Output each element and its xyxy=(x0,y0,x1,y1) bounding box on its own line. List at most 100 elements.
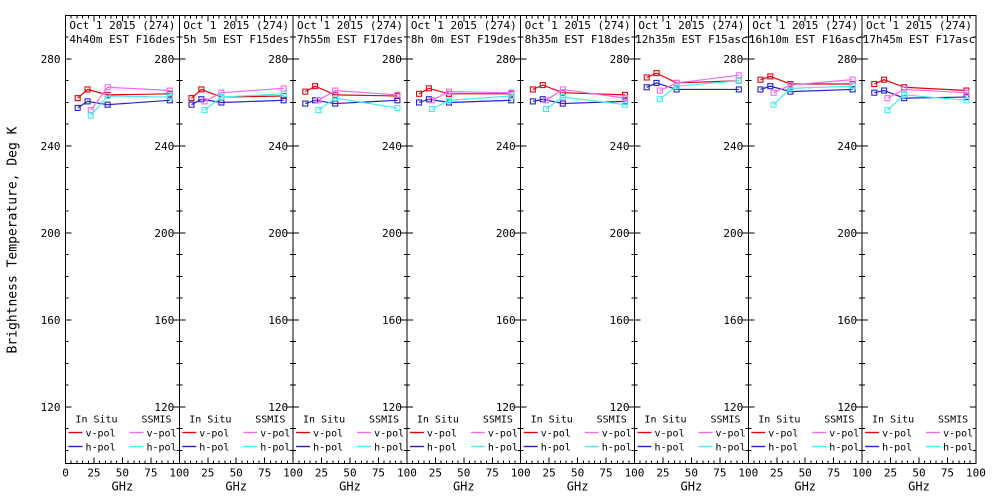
data-point-in_situ_h xyxy=(302,100,309,107)
y-tick-label: 200 xyxy=(41,227,61,240)
data-point-ssmis_v xyxy=(429,97,436,104)
legend-entry-label: v-pol xyxy=(541,429,571,440)
y-tick-label: 240 xyxy=(837,140,857,153)
y-tick-label: 160 xyxy=(837,314,857,327)
series-line-ssmis_v xyxy=(90,86,170,111)
x-tick-label: 50 xyxy=(912,467,925,480)
data-point-in_situ_v xyxy=(416,90,423,97)
legend-entry-label: h-pol xyxy=(882,443,912,454)
x-axis-unit-label: GHz xyxy=(339,480,361,494)
panel-frame xyxy=(861,15,977,464)
y-tick-label: 160 xyxy=(496,314,516,327)
legend-entry-label: h-pol xyxy=(86,443,116,454)
x-tick-label: 50 xyxy=(571,467,584,480)
data-point-in_situ_h xyxy=(74,104,81,111)
data-point-ssmis_h xyxy=(901,91,908,98)
data-point-ssmis_h xyxy=(104,92,111,100)
data-point-in_situ_h xyxy=(849,86,856,93)
panel-7: Oct 1 2015 (274)16h10m EST F16asc 120 160 2… xyxy=(723,15,872,494)
series-line-ssmis_v xyxy=(204,87,284,102)
panel-title: Oct 1 2015 (274) xyxy=(183,19,289,32)
series-line-ssmis_h xyxy=(90,95,170,116)
legend-group-label: In Situ xyxy=(303,415,345,426)
y-tick-label: 120 xyxy=(41,401,61,414)
legend-group-label: In Situ xyxy=(189,415,231,426)
legend-group-label: In Situ xyxy=(758,415,800,426)
y-tick-label: 120 xyxy=(154,401,174,414)
legend-entry-label: v-pol xyxy=(655,429,685,440)
data-point-ssmis_v xyxy=(559,86,566,93)
legend-group-label: In Situ xyxy=(417,415,459,426)
y-tick-label: 120 xyxy=(382,401,402,414)
data-point-ssmis_v xyxy=(394,91,401,98)
data-point-ssmis_h xyxy=(787,85,794,92)
legend-entry-label: h-pol xyxy=(260,443,290,454)
legend-entry-label: h-pol xyxy=(655,443,685,454)
legend-group-label: In Situ xyxy=(644,415,686,426)
panel-4: Oct 1 2015 (274)8h 0m EST F19des 120 160 20… xyxy=(382,15,531,494)
y-tick-label: 240 xyxy=(268,140,288,153)
legend-entry-label: h-pol xyxy=(488,443,518,454)
y-tick-label: 160 xyxy=(41,314,61,327)
data-point-in_situ_v xyxy=(643,74,650,81)
data-point-ssmis_v xyxy=(166,87,173,94)
x-tick-label: 50 xyxy=(230,467,243,480)
data-point-ssmis_v xyxy=(770,89,777,96)
data-point-in_situ_v xyxy=(871,80,878,88)
data-point-in_situ_v xyxy=(332,91,339,98)
x-tick-label: 100 xyxy=(966,467,986,480)
y-tick-label: 280 xyxy=(723,53,743,66)
legend-group-label: SSMIS xyxy=(824,415,854,426)
panel-title: Oct 1 2015 (274) xyxy=(297,19,403,32)
legend-group-label: SSMIS xyxy=(255,415,285,426)
legend-entry-label: v-pol xyxy=(716,429,746,440)
data-point-in_situ_v xyxy=(539,82,546,89)
x-axis-unit-label: GHz xyxy=(567,480,589,494)
x-tick-label: 50 xyxy=(457,467,470,480)
series-line-in_situ_v xyxy=(874,79,967,92)
legend-entry-label: v-pol xyxy=(86,429,116,440)
panel-title: Oct 1 2015 (274) xyxy=(411,19,517,32)
data-point-in_situ_v xyxy=(74,95,81,102)
data-point-ssmis_v xyxy=(332,87,339,94)
legend-entry-label: h-pol xyxy=(199,443,229,454)
legend-entry-label: h-pol xyxy=(716,443,746,454)
data-point-in_situ_h xyxy=(312,97,319,104)
data-point-in_situ_h xyxy=(188,101,195,108)
legend-entry-label: v-pol xyxy=(199,429,229,440)
x-tick-label: 50 xyxy=(116,467,129,480)
data-point-in_situ_v xyxy=(84,86,91,93)
data-point-ssmis_h xyxy=(963,97,970,104)
legend-group-label: SSMIS xyxy=(710,415,740,426)
y-tick-label: 160 xyxy=(382,314,402,327)
data-point-ssmis_h xyxy=(735,77,742,84)
y-tick-label: 200 xyxy=(837,227,857,240)
legend-group-label: In Situ xyxy=(872,415,914,426)
series-line-ssmis_h xyxy=(431,95,512,110)
panel-3: Oct 1 2015 (274)7h55m EST F17des 120 160 20… xyxy=(268,15,417,494)
legend-entry-label: h-pol xyxy=(768,443,798,454)
series-line-in_situ_h xyxy=(77,99,170,109)
panel-subtitle: 8h35m EST F18des xyxy=(525,33,631,46)
data-point-ssmis_v xyxy=(963,89,970,96)
data-point-ssmis_h xyxy=(508,92,515,100)
series-line-in_situ_h xyxy=(305,99,398,105)
x-tick-label: 50 xyxy=(799,467,812,480)
series-line-ssmis_h xyxy=(545,96,626,110)
legend-entry-label: v-pol xyxy=(260,429,290,440)
y-tick-label: 240 xyxy=(723,140,743,153)
series-line-ssmis_h xyxy=(318,97,398,111)
data-point-in_situ_v xyxy=(559,89,566,96)
panel-8: Oct 1 2015 (274)17h45m EST F17asc 120 160 2… xyxy=(837,15,986,494)
series-line-in_situ_v xyxy=(191,88,284,99)
x-tick-label: 100 xyxy=(625,467,645,480)
data-point-in_situ_v xyxy=(767,73,774,80)
x-tick-label: 25 xyxy=(770,467,783,480)
x-axis-unit-label: GHz xyxy=(112,480,134,494)
data-point-in_situ_v xyxy=(653,70,660,77)
y-tick-label: 280 xyxy=(41,53,61,66)
series-line-ssmis_v xyxy=(773,79,853,94)
y-tick-label: 120 xyxy=(268,401,288,414)
